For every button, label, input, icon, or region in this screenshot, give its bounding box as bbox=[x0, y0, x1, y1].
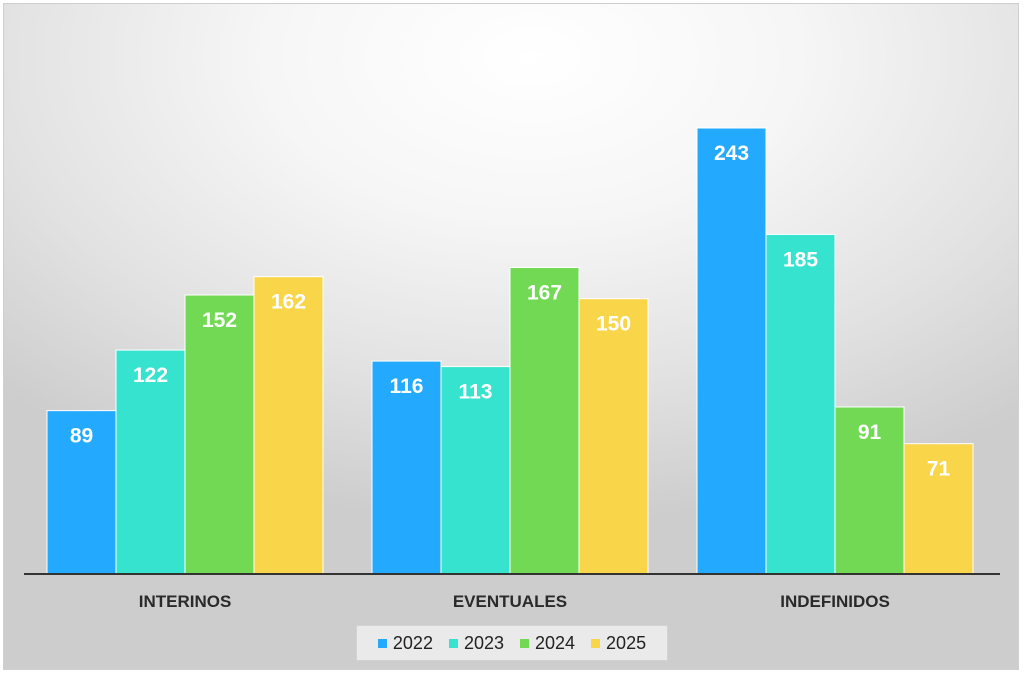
category-label-interinos: INTERINOS bbox=[139, 592, 232, 611]
data-label-indefinidos-2022: 243 bbox=[714, 142, 749, 165]
legend-swatch-2022 bbox=[377, 638, 387, 648]
legend-label-2022: 2022 bbox=[392, 632, 433, 653]
data-label-indefinidos-2024: 91 bbox=[858, 421, 882, 444]
legend-swatch-2025 bbox=[591, 638, 601, 648]
legend-item-2023: 2023 bbox=[448, 632, 504, 654]
data-label-interinos-2025: 162 bbox=[271, 291, 306, 314]
legend-swatch-2023 bbox=[448, 638, 458, 648]
bar-eventuales-2022 bbox=[371, 360, 442, 575]
legend-item-2024: 2024 bbox=[520, 633, 575, 654]
bar-eventuales-2023 bbox=[440, 366, 511, 575]
bar-indefinidos-2024 bbox=[834, 406, 905, 575]
data-label-indefinidos-2023: 185 bbox=[783, 248, 818, 271]
bar-indefinidos-2022 bbox=[696, 127, 767, 575]
data-label-interinos-2023: 122 bbox=[133, 364, 168, 387]
legend-item-2022: 2022 bbox=[377, 632, 433, 654]
data-label-eventuales-2025: 150 bbox=[596, 313, 631, 336]
bar-chart: 89 122 152 162 116 113 167 150 243 185 91 71 INTERI… bbox=[24, 127, 1000, 611]
bar-indefinidos-2023 bbox=[765, 233, 836, 575]
legend: 2022 2023 2024 2025 bbox=[356, 625, 668, 661]
data-label-interinos-2024: 152 bbox=[202, 309, 237, 332]
bar-interinos-2022 bbox=[46, 410, 117, 575]
bars-layer: 89 122 152 162 116 113 167 150 243 185 91 71 bbox=[46, 127, 974, 575]
chart-frame: 89 122 152 162 116 113 167 150 243 185 91 71 INTERI… bbox=[3, 3, 1019, 670]
bar-eventuales-2025 bbox=[578, 298, 649, 575]
bar-interinos-2024 bbox=[184, 294, 255, 575]
bar-eventuales-2024 bbox=[509, 266, 580, 575]
bar-interinos-2023 bbox=[115, 349, 186, 575]
data-label-eventuales-2022: 116 bbox=[390, 375, 424, 398]
legend-label-2024: 2024 bbox=[535, 632, 576, 653]
category-label-indefinidos: INDEFINIDOS bbox=[780, 592, 890, 611]
data-label-eventuales-2023: 113 bbox=[459, 381, 493, 404]
category-labels: INTERINOS EVENTUALES INDEFINIDOS bbox=[139, 592, 890, 611]
legend-item-2025: 2025 bbox=[591, 633, 646, 654]
bar-indefinidos-2025 bbox=[903, 443, 974, 575]
category-label-eventuales: EVENTUALES bbox=[453, 592, 567, 611]
legend-label-2023: 2023 bbox=[463, 632, 504, 653]
legend-swatch-2024 bbox=[520, 638, 529, 648]
data-label-interinos-2022: 89 bbox=[70, 425, 93, 448]
data-label-indefinidos-2025: 71 bbox=[927, 458, 951, 481]
bar-interinos-2025 bbox=[253, 276, 324, 575]
data-label-eventuales-2024: 167 bbox=[527, 281, 562, 304]
legend-label-2025: 2025 bbox=[606, 632, 647, 653]
